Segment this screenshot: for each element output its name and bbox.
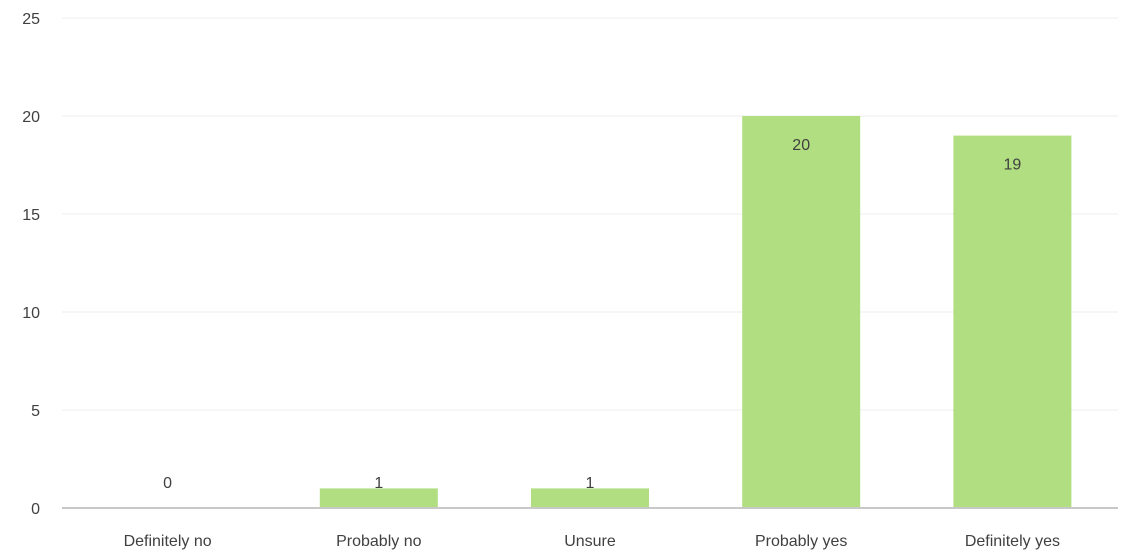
y-tick-label: 25 xyxy=(22,11,40,28)
bar-definitely-yes xyxy=(953,135,1072,508)
gridlines xyxy=(62,17,1118,411)
x-tick-label: Probably no xyxy=(336,533,421,550)
bar-unsure xyxy=(531,488,649,508)
data-label: 19 xyxy=(1004,157,1022,174)
data-label: 1 xyxy=(374,475,383,492)
y-axis-tick-labels: 0 5 10 15 20 25 xyxy=(22,11,40,518)
y-tick-label: 20 xyxy=(22,109,40,126)
data-labels: 0 1 1 20 19 xyxy=(163,137,1021,492)
bars xyxy=(319,116,1072,508)
data-label: 0 xyxy=(163,475,172,492)
x-tick-label: Unsure xyxy=(564,533,616,550)
x-tick-label: Definitely yes xyxy=(965,533,1060,550)
y-tick-label: 0 xyxy=(31,501,40,518)
y-tick-label: 5 xyxy=(31,403,40,420)
bar-probably-no xyxy=(319,488,438,508)
y-tick-label: 15 xyxy=(22,207,40,224)
y-tick-label: 10 xyxy=(22,305,40,322)
data-label: 20 xyxy=(792,137,810,154)
data-label: 1 xyxy=(586,475,595,492)
x-tick-label: Probably yes xyxy=(755,533,848,550)
bar-probably-yes xyxy=(742,116,861,508)
x-tick-label: Definitely no xyxy=(124,533,212,550)
x-axis-tick-labels: Definitely no Probably no Unsure Probably y… xyxy=(124,533,1060,550)
